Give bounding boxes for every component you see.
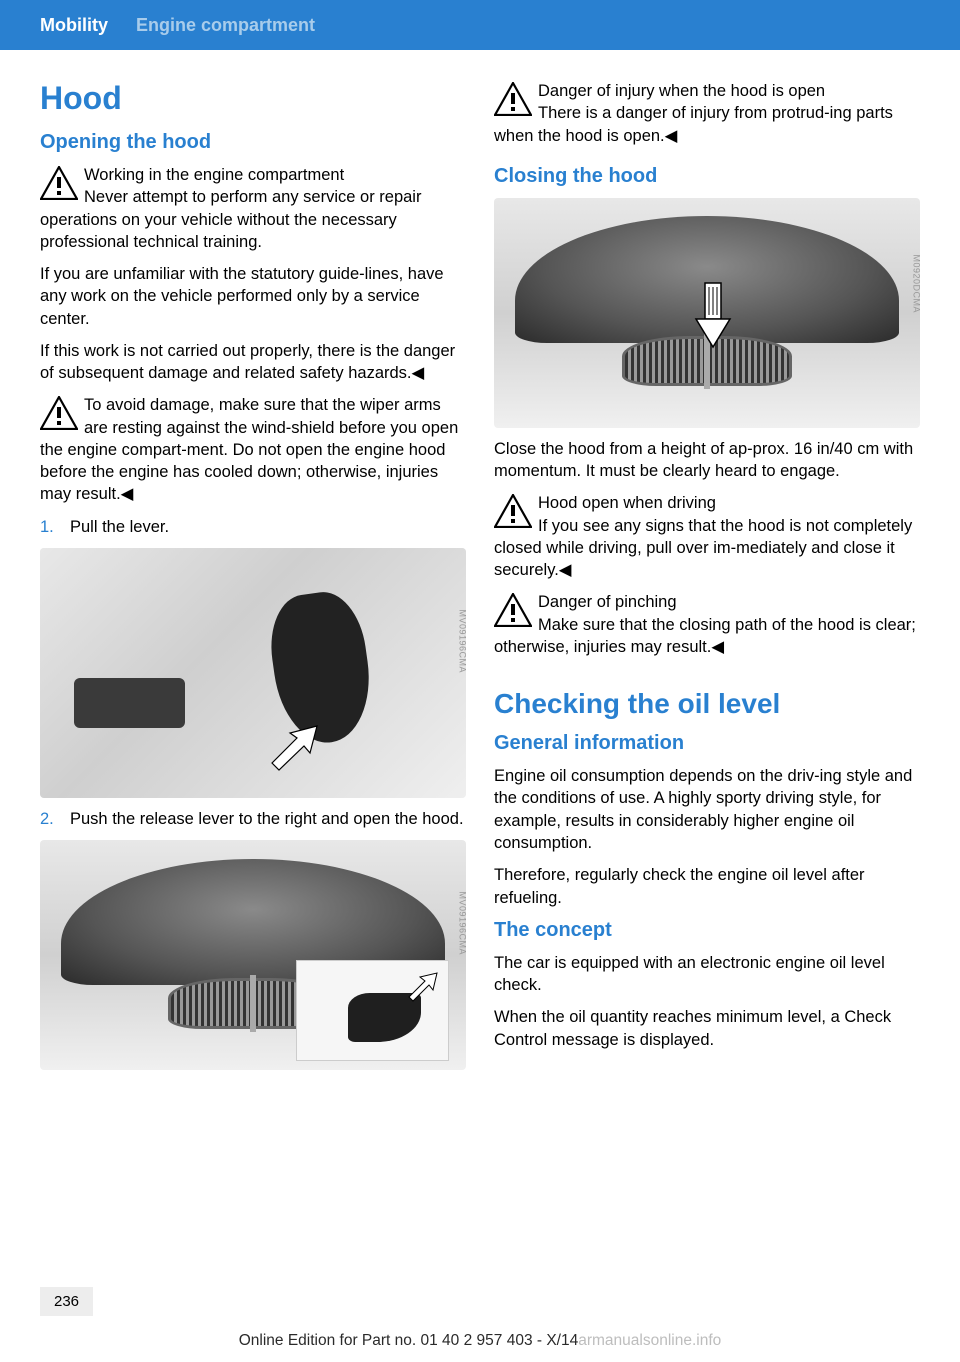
warning-icon (494, 82, 532, 116)
warn5-line1: Danger of pinching (494, 591, 920, 613)
figure-tag: MV09196CMA (458, 892, 466, 956)
right-column: Danger of injury when the hood is open T… (494, 80, 920, 1080)
hood-title: Hood (40, 80, 466, 117)
warn4-body: If you see any signs that the hood is no… (494, 517, 912, 580)
general-p1: Engine oil consumption depends on the dr… (494, 765, 920, 854)
arrow-icon (262, 718, 322, 778)
footer-text: Online Edition for Part no. 01 40 2 957 … (0, 1332, 960, 1350)
footer-text-b: 4 (570, 1332, 579, 1349)
concept-p2: When the oil quantity reaches minimum le… (494, 1006, 920, 1051)
header-tab-engine: Engine compartment (136, 15, 315, 36)
warning-icon (40, 396, 78, 430)
warning-hood-open-injury: Danger of injury when the hood is open T… (494, 80, 920, 147)
concept-p1: The car is equipped with an electronic e… (494, 952, 920, 997)
step-1: 1. Pull the lever. (40, 516, 466, 538)
closing-hood-title: Closing the hood (494, 165, 920, 188)
para-guidelines: If you are unfamiliar with the statutory… (40, 263, 466, 330)
warning-wipers: To avoid damage, make sure that the wipe… (40, 394, 466, 505)
inset-illustration (296, 960, 449, 1061)
figure-close-hood: M0920DCMA (494, 198, 920, 428)
warning-icon (494, 593, 532, 627)
opening-hood-title: Opening the hood (40, 131, 466, 154)
para-hazards: If this work is not carried out properly… (40, 340, 466, 385)
warning-pinching: Danger of pinching Make sure that the cl… (494, 591, 920, 658)
figure-tag: M0920DCMA (912, 254, 920, 313)
watermark: armanualsonline.info (578, 1332, 721, 1349)
warning-working-engine: Working in the engine compartment Never … (40, 164, 466, 253)
warn2-body: To avoid damage, make sure that the wipe… (40, 396, 458, 503)
content: Hood Opening the hood Working in the eng… (0, 50, 960, 1080)
step2-text: Push the release lever to the right and … (70, 808, 464, 830)
header-bar: Mobility Engine compartment (0, 0, 960, 50)
door-buttons-illustration (74, 678, 185, 728)
footer-text-a: Online Edition for Part no. 01 40 2 957 … (239, 1332, 570, 1349)
warn4-line1: Hood open when driving (494, 492, 920, 514)
warning-icon (40, 166, 78, 200)
figure-pull-lever: MV09196CMA (40, 548, 466, 798)
concept-title: The concept (494, 919, 920, 942)
warn1-line1: Working in the engine compartment (40, 164, 466, 186)
warn3-line1: Danger of injury when the hood is open (494, 80, 920, 102)
warning-icon (494, 494, 532, 528)
general-p2: Therefore, regularly check the engine oi… (494, 864, 920, 909)
left-column: Hood Opening the hood Working in the eng… (40, 80, 466, 1080)
general-info-title: General information (494, 732, 920, 755)
header-tab-mobility: Mobility (40, 15, 108, 36)
arrow-icon (405, 971, 439, 1005)
step1-text: Pull the lever. (70, 516, 169, 538)
close-para: Close the hood from a height of ap‐prox.… (494, 438, 920, 483)
warn1-body: Never attempt to perform any service or … (40, 188, 421, 251)
step2-num: 2. (40, 808, 60, 830)
figure-tag: MV09196CMA (458, 609, 466, 673)
warning-hood-open-driving: Hood open when driving If you see any si… (494, 492, 920, 581)
oil-level-title: Checking the oil level (494, 688, 920, 720)
warn5-body: Make sure that the closing path of the h… (494, 616, 916, 656)
figure-release-lever: MV09196CMA (40, 840, 466, 1070)
warn3-body: There is a danger of injury from protrud… (494, 104, 893, 144)
step-2: 2. Push the release lever to the right a… (40, 808, 466, 830)
page-number: 236 (40, 1287, 93, 1316)
door-panel-illustration (40, 548, 466, 798)
step1-num: 1. (40, 516, 60, 538)
